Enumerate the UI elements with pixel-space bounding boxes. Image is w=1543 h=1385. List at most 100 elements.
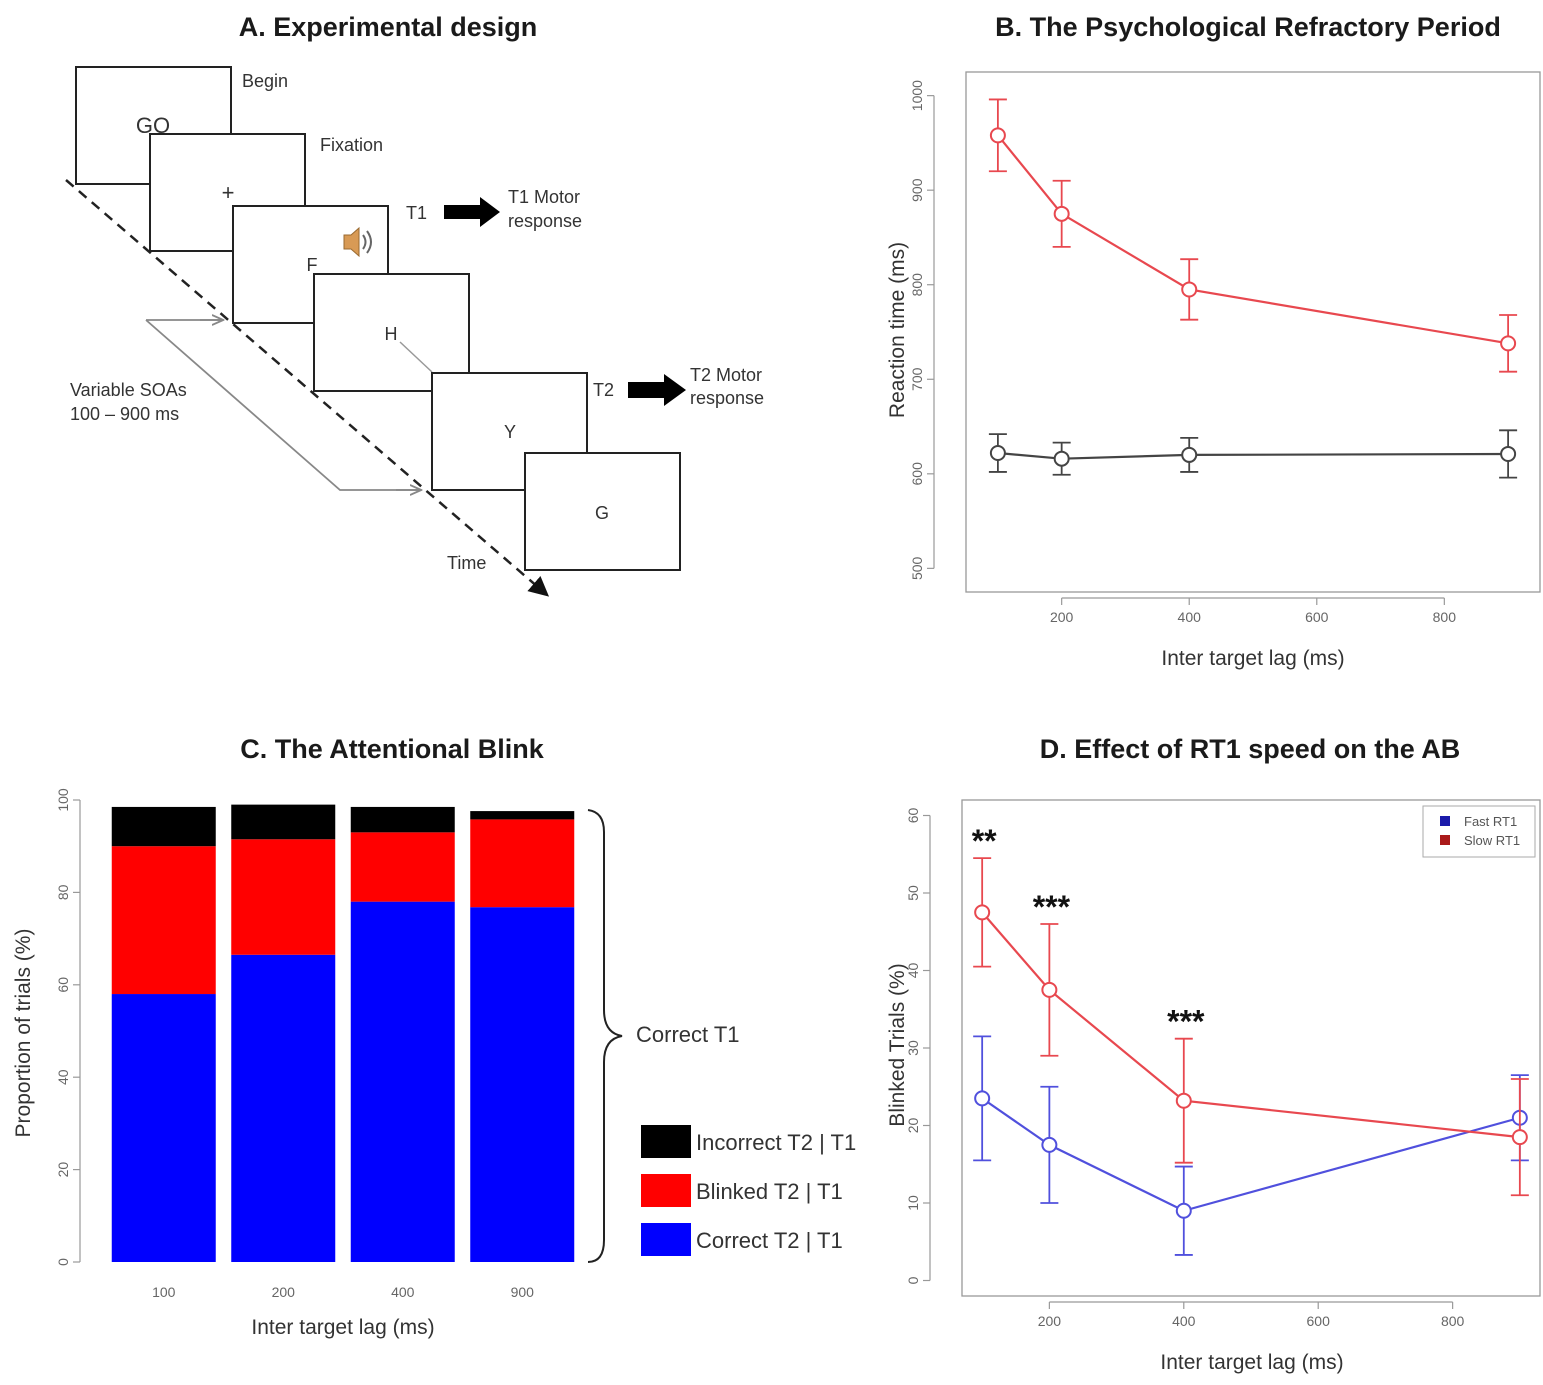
bar-segment-1 (350, 832, 455, 902)
bar-segment-0 (350, 901, 455, 1262)
label-t2-response-1: T2 Motor (690, 365, 762, 385)
label-begin: Begin (242, 71, 288, 91)
time-arrow (65, 179, 550, 597)
label-soa-2: 100 – 900 ms (70, 404, 179, 424)
panel-b-x-tick-label: 200 (1050, 609, 1074, 625)
t1-response-arrow (444, 197, 500, 227)
panel-b-data-point (1500, 445, 1517, 462)
significance-marker: *** (1033, 889, 1071, 925)
panel-c-y-tick-label: 40 (55, 1069, 71, 1085)
panel-c-y-tick-label: 80 (55, 884, 71, 900)
panel-d-xlabel: Inter target lag (ms) (1160, 1351, 1343, 1374)
panel-c-title: C. The Attentional Blink (240, 734, 544, 764)
bar-segment-1 (470, 819, 575, 908)
panel-c-y-tick-label: 100 (55, 788, 71, 812)
screen-fixation-text: + (222, 180, 235, 205)
panel-d-data-point (1511, 1129, 1528, 1146)
panel-d-x-tick-label: 200 (1038, 1313, 1062, 1329)
panel-d-y-tick-label: 20 (905, 1118, 921, 1134)
panel-a-title: A. Experimental design (239, 12, 538, 42)
panel-c-attentional-blink: C. The Attentional Blink 0 20 40 60 80 100 10… (12, 734, 856, 1339)
panel-b-y-tick-label: 800 (909, 273, 925, 297)
label-fixation: Fixation (320, 135, 383, 155)
panel-b-y-tick-label: 900 (909, 178, 925, 202)
panel-b-data-point (989, 445, 1006, 462)
screen-t2-text: Y (504, 422, 516, 442)
panel-b-ylabel: Reaction time (ms) (886, 242, 909, 418)
panel-c-y-tick-label: 60 (55, 977, 71, 993)
speaker-icon (343, 226, 372, 258)
panel-b-frame (965, 71, 1541, 593)
panel-b-data-point (1181, 281, 1198, 298)
legend-swatch-fast-rt1 (1440, 816, 1450, 826)
panel-c-x-tick-label: 100 (152, 1284, 176, 1300)
screen-mask2 (524, 452, 681, 571)
bar-segment-2 (111, 806, 216, 847)
panel-b-series-line-0 (997, 134, 1509, 345)
label-t2-response-2: response (690, 388, 764, 408)
panel-d-x-tick-label: 400 (1172, 1313, 1196, 1329)
panel-c-bars (111, 804, 575, 1262)
legend-label-slow-rt1: Slow RT1 (1464, 833, 1520, 848)
panel-c-xlabel: Inter target lag (ms) (251, 1316, 434, 1339)
panel-d-series-line-0 (981, 1097, 1521, 1212)
panel-d-series-line-1 (981, 911, 1520, 1139)
label-t1: T1 (406, 203, 427, 223)
screen-mask1 (313, 273, 470, 392)
panel-b-y-axis: 500 600 700 800 900 1000 (909, 80, 935, 580)
panel-d-rt1-speed: D. Effect of RT1 speed on the AB 0 10 20 30… (886, 734, 1541, 1374)
panel-d-x-axis: 200 400 600 800 (1038, 1301, 1465, 1329)
legend-label-2: Incorrect T2 | T1 (696, 1130, 856, 1155)
panel-d-data-point (1041, 1136, 1058, 1153)
legend-swatch-0 (641, 1223, 691, 1256)
label-time: Time (447, 553, 486, 573)
panel-d-legend-box (1422, 805, 1536, 858)
panel-b-x-tick-label: 400 (1178, 609, 1202, 625)
panel-b-data-point (1500, 335, 1517, 352)
legend-label-0: Correct T2 | T1 (696, 1228, 843, 1253)
panel-d-annotations: ******** (972, 823, 1205, 1040)
screen-mask1-text: H (385, 324, 398, 344)
bar-segment-1 (111, 846, 216, 995)
panel-d-x-tick-label: 600 (1307, 1313, 1331, 1329)
panel-d-y-tick-label: 60 (905, 808, 921, 824)
panel-d-x-tick-label: 800 (1441, 1313, 1465, 1329)
legend-label-1: Blinked T2 | T1 (696, 1179, 843, 1204)
bar-segment-1 (231, 839, 336, 955)
bar-segment-2 (350, 806, 455, 833)
bar-segment-0 (470, 907, 575, 1262)
panel-b-x-tick-label: 800 (1433, 609, 1457, 625)
panel-c-y-axis: 0 20 40 60 80 100 (55, 788, 81, 1266)
panel-d-y-tick-label: 30 (905, 1040, 921, 1056)
bar-segment-0 (231, 954, 336, 1262)
label-soa-1: Variable SOAs (70, 380, 187, 400)
panel-d-title: D. Effect of RT1 speed on the AB (1040, 734, 1461, 764)
panel-b-data-point (1181, 446, 1198, 463)
panel-b-data-point (1053, 450, 1070, 467)
panel-d-data-point (1175, 1092, 1192, 1109)
panel-b-series-line-1 (997, 451, 1509, 460)
panel-d-series (973, 857, 1529, 1256)
panel-b-y-tick-label: 600 (909, 462, 925, 486)
label-t1-response-2: response (508, 211, 582, 231)
label-t1-response-1: T1 Motor (508, 187, 580, 207)
screen-mask2-text: G (595, 503, 609, 523)
panel-a-experimental-design: A. Experimental design GO + F H Y G Begi… (65, 12, 764, 597)
legend-swatch-2 (641, 1125, 691, 1158)
panel-d-legend: Fast RT1 Slow RT1 (1422, 805, 1536, 858)
bar-segment-2 (231, 804, 336, 840)
panel-c-x-tick-label: 400 (391, 1284, 415, 1300)
panel-b-prp: B. The Psychological Refractory Period 5… (886, 12, 1541, 670)
panel-b-title: B. The Psychological Refractory Period (995, 12, 1501, 42)
significance-marker: ** (972, 823, 997, 859)
panel-c-x-tick-label: 900 (511, 1284, 535, 1300)
panel-c-ylabel: Proportion of trials (%) (12, 929, 35, 1138)
panel-d-data-point (974, 1090, 991, 1107)
screen-t1-text: F (307, 255, 318, 275)
panel-d-ylabel: Blinked Trials (%) (886, 963, 909, 1126)
panel-b-x-axis: 200 400 600 800 (1050, 597, 1457, 625)
panel-d-data-point (1175, 1202, 1192, 1219)
legend-swatch-1 (641, 1174, 691, 1207)
